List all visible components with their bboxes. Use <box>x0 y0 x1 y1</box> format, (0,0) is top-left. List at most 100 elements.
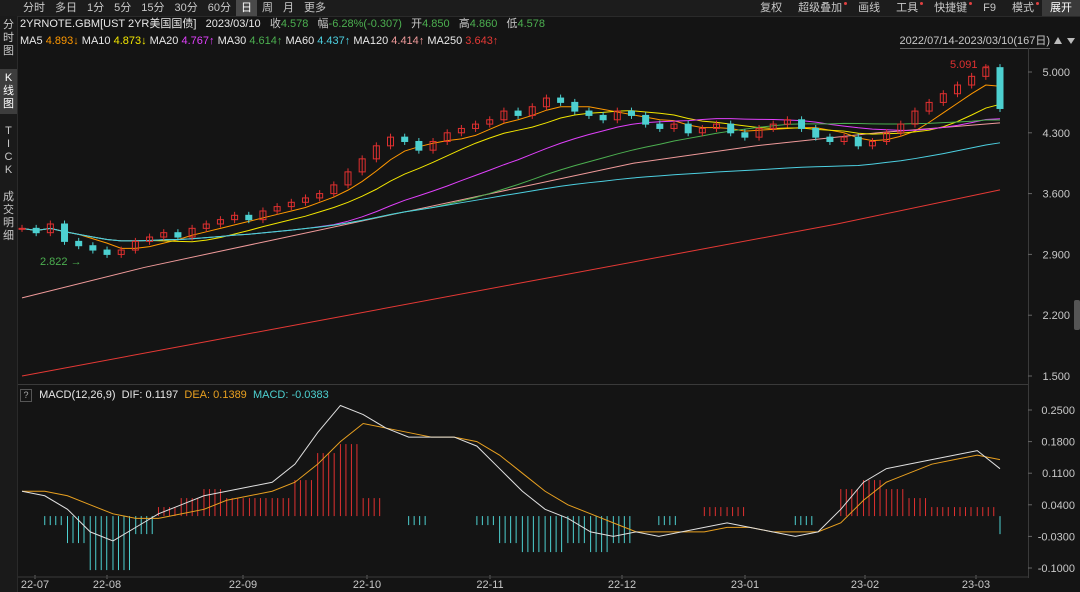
period-tabs: 分时 多日 1分 5分 15分 30分 60分日周月更多 <box>18 0 331 16</box>
notify-dot-icon <box>920 2 924 5</box>
candle-body <box>174 232 182 238</box>
y-tick-label: 3.600 <box>1042 189 1070 201</box>
tab-9[interactable]: 月 <box>283 2 294 14</box>
candle-body <box>897 123 905 134</box>
candle-body <box>613 110 621 121</box>
ma120-line <box>21 122 1001 299</box>
macd-label: MACD: <box>252 389 289 401</box>
tab-6[interactable]: 60分 <box>207 2 231 14</box>
candle-body <box>953 84 961 95</box>
macd-name: MACD(12,26,9) <box>39 389 116 401</box>
candle-body <box>684 123 692 134</box>
x-tick-label: 23-02 <box>851 579 879 591</box>
quote-info: 2YRNOTE.GBM[UST 2YR美国国债] 2023/03/10 收4.5… <box>20 17 545 31</box>
resize-handle[interactable] <box>1074 300 1080 330</box>
x-tick-label: 23-01 <box>731 579 759 591</box>
menu-item-2[interactable]: 画线 <box>850 0 888 16</box>
dif-label: DIF: <box>121 389 143 401</box>
menu-item-7[interactable]: 展开 <box>1042 0 1080 16</box>
dea-label: DEA: <box>184 389 211 401</box>
dea-line <box>22 423 1001 533</box>
notify-dot-icon <box>1036 2 1039 5</box>
menu-item-4[interactable]: 快捷键 <box>926 0 975 16</box>
candle-body <box>826 136 834 142</box>
candle-body <box>698 127 706 134</box>
candle-body <box>542 97 550 108</box>
y-tick-label: 5.000 <box>1042 67 1070 79</box>
candle-body <box>642 114 650 125</box>
ma60-line <box>21 142 1001 242</box>
chevron-down-icon[interactable] <box>1067 38 1075 44</box>
x-tick-label: 22-10 <box>353 579 381 591</box>
candle-body <box>316 193 324 199</box>
candle-body <box>627 110 635 116</box>
ma-value: 4.437↑ <box>317 35 351 47</box>
candle-body <box>273 206 281 212</box>
tab-4[interactable]: 15分 <box>141 2 165 14</box>
candle-body <box>358 158 366 173</box>
candle-body <box>117 249 125 255</box>
max-annotation: 5.091 → <box>950 59 992 71</box>
panel-divider[interactable] <box>18 384 1028 385</box>
candle-body <box>160 232 168 238</box>
quote-date: 2023/03/10 <box>205 18 261 30</box>
candle-body <box>741 132 749 138</box>
sidebar-item-0[interactable]: 分时图 <box>3 19 14 57</box>
triangle-up-icon[interactable] <box>1054 37 1062 44</box>
high-label: 高 <box>458 18 470 30</box>
candle-body <box>301 197 309 203</box>
candle-body <box>32 227 40 234</box>
tab-2[interactable]: 1分 <box>87 2 105 14</box>
candle-body <box>188 227 196 238</box>
notify-dot-icon <box>969 2 973 5</box>
candle-body <box>231 214 239 221</box>
sidebar-item-3[interactable]: 成交明细 <box>3 191 14 242</box>
candle-body <box>75 240 83 247</box>
tab-3[interactable]: 5分 <box>114 2 132 14</box>
candle-body <box>61 223 69 242</box>
candle-body <box>996 67 1004 109</box>
candle-body <box>429 140 437 151</box>
change-label: 幅 <box>317 18 329 30</box>
close-value: 4.578 <box>280 18 309 30</box>
menu-item-5[interactable]: F9 <box>975 0 1004 16</box>
tab-5[interactable]: 30分 <box>174 2 198 14</box>
x-tick-label: 22-12 <box>608 579 636 591</box>
ma5-line <box>21 84 1001 249</box>
candle-body <box>89 245 97 251</box>
y-tick-label: 4.300 <box>1042 128 1070 140</box>
tool-menu: 复权 超级叠加 画线 工具 快捷键 F9 模式 展开 <box>752 0 1080 16</box>
ma-value: 4.614↑ <box>249 35 283 47</box>
symbol-name: 2YRNOTE.GBM[UST 2YR美国国债] <box>20 18 197 30</box>
tab-8[interactable]: 周 <box>262 2 273 14</box>
change-value: -6.28%(-0.307) <box>328 18 402 30</box>
macd-y-tick-label: -0.1000 <box>1038 563 1075 575</box>
date-range[interactable]: 2022/07/14-2023/03/10(167日) <box>899 35 1050 49</box>
help-icon[interactable]: ? <box>20 389 32 402</box>
menu-item-label: 模式 <box>1012 2 1034 14</box>
menu-item-6[interactable]: 模式 <box>1004 0 1042 16</box>
x-tick-label: 22-11 <box>476 579 503 591</box>
ma-name: MA5 <box>20 35 46 47</box>
menu-item-label: 展开 <box>1050 2 1072 14</box>
tab-10[interactable]: 更多 <box>304 2 326 14</box>
ma10-line <box>21 103 1001 243</box>
candle-body <box>528 106 536 116</box>
menu-item-3[interactable]: 工具 <box>888 0 926 16</box>
tab-7[interactable]: 日 <box>236 0 257 16</box>
candle-body <box>599 114 607 121</box>
candle-body <box>131 240 139 251</box>
menu-item-0[interactable]: 复权 <box>752 0 790 16</box>
candle-body <box>344 171 352 186</box>
menu-item-1[interactable]: 超级叠加 <box>790 0 850 16</box>
candle-body <box>103 249 111 255</box>
tab-0[interactable]: 分时 <box>23 2 45 14</box>
x-tick-label: 22-08 <box>93 579 121 591</box>
candle-body <box>982 67 990 77</box>
ma-legend: MA5 4.893↓ MA10 4.873↓ MA20 4.767↑ MA30 … <box>20 34 498 48</box>
tab-1[interactable]: 多日 <box>55 2 77 14</box>
candle-body <box>401 136 409 142</box>
